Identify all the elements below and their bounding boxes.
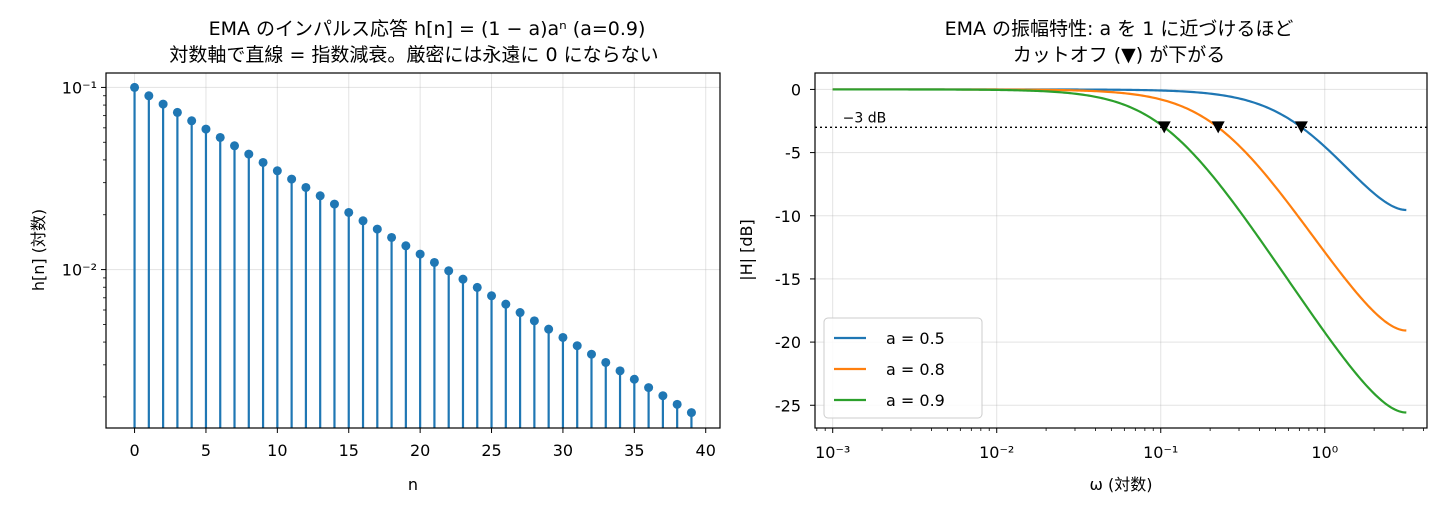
right-y-tick-label: -20 — [775, 333, 801, 352]
right-x-tick-label: 10⁻² — [979, 443, 1014, 462]
left-x-tick-label: 0 — [129, 441, 139, 460]
left-grid — [106, 73, 720, 428]
stem-marker — [272, 166, 282, 176]
stem-marker — [572, 341, 582, 351]
left-title-line2: 対数軸で直線 = 指数減衰。厳密には永遠に 0 にならない — [169, 44, 658, 66]
stem-marker — [158, 99, 168, 109]
stem-marker — [372, 224, 382, 234]
right-y-tick-label: -15 — [775, 270, 801, 289]
stem-marker — [401, 241, 411, 251]
cutoff-marker — [1157, 121, 1171, 134]
impulse-stems — [130, 82, 696, 428]
stem-marker — [501, 299, 511, 309]
left-y-tick-label: 10⁻² — [62, 261, 97, 280]
stem-marker — [144, 91, 154, 101]
left-x-tick-label: 35 — [624, 441, 644, 460]
stem-marker — [201, 124, 211, 134]
minus-3db-label: −3 dB — [843, 110, 887, 126]
stem-marker — [629, 374, 639, 384]
right-axes-frame — [814, 72, 1428, 429]
legend-label: a = 0.5 — [886, 329, 945, 348]
left-x-tick-label: 30 — [553, 441, 573, 460]
magnitude-curve — [832, 88, 1407, 332]
minus-3db-reference: −3 dB — [815, 110, 1427, 128]
right-title-line2: カットオフ (▼) が下がる — [1013, 44, 1226, 66]
legend-label: a = 0.9 — [886, 391, 945, 410]
left-x-axis-label: n — [408, 475, 418, 494]
stem-marker — [315, 191, 325, 201]
stem-marker — [529, 316, 539, 326]
left-x-tick-label: 15 — [339, 441, 359, 460]
legend-label: a = 0.8 — [886, 360, 945, 379]
right-y-ticks: 0 -5 -10 -15 -20 -25 — [775, 80, 815, 415]
stem-marker — [230, 141, 240, 151]
left-x-ticks: 0 5 10 15 20 25 30 35 40 — [129, 428, 716, 460]
stem-marker — [187, 116, 197, 126]
stem-marker — [329, 199, 339, 209]
legend: a = 0.5 a = 0.8 a = 0.9 — [823, 317, 983, 419]
stem-marker — [487, 291, 497, 301]
stem-marker — [615, 366, 625, 376]
right-y-axis-label: |H| [dB] — [737, 219, 756, 281]
stem-marker — [358, 216, 368, 226]
stem-marker — [544, 324, 554, 334]
cutoff-markers — [1157, 121, 1308, 134]
left-x-tick-label: 25 — [481, 441, 501, 460]
right-x-ticks: 10⁻³ 10⁻² 10⁻¹ 10⁰ — [815, 428, 1424, 462]
stem-marker — [244, 149, 254, 159]
cutoff-marker — [1294, 121, 1308, 134]
stem-marker — [444, 266, 454, 276]
magnitude-response-panel: EMA の振幅特性: a を 1 に近づけるほど カットオフ (▼) が下がる … — [737, 18, 1428, 494]
right-x-tick-label: 10⁰ — [1311, 443, 1338, 462]
right-x-tick-label: 10⁻³ — [815, 443, 850, 462]
stem-marker — [215, 132, 225, 142]
stem-marker — [258, 157, 268, 167]
right-x-axis-label: ω (対数) — [1090, 475, 1153, 494]
stem-marker — [130, 82, 140, 92]
stem-marker — [415, 249, 425, 259]
left-y-tick-label: 10⁻¹ — [62, 78, 97, 97]
right-title-line1: EMA の振幅特性: a を 1 に近づけるほど — [945, 18, 1294, 40]
stem-marker — [586, 349, 596, 359]
right-y-tick-label: -10 — [775, 207, 801, 226]
stem-marker — [387, 232, 397, 242]
magnitude-curve — [832, 88, 1407, 414]
stem-marker — [429, 257, 439, 267]
stem-marker — [458, 274, 468, 284]
stem-marker — [287, 174, 297, 184]
stem-marker — [601, 357, 611, 367]
stem-marker — [644, 383, 654, 393]
left-x-tick-label: 5 — [201, 441, 211, 460]
left-axes-frame — [105, 72, 721, 429]
stem-marker — [672, 399, 682, 409]
stem-marker — [558, 332, 568, 342]
right-y-tick-label: 0 — [791, 80, 801, 99]
left-y-axis-label: h[n] (対数) — [29, 209, 48, 291]
stem-marker — [472, 282, 482, 292]
legend-box — [823, 317, 983, 419]
stem-marker — [301, 182, 311, 192]
magnitude-curves — [832, 88, 1407, 414]
stem-marker — [172, 107, 182, 117]
impulse-response-panel: EMA のインパルス応答 h[n] = (1 − a)aⁿ (a=0.9) 対数… — [29, 18, 721, 494]
stem-marker — [344, 207, 354, 217]
right-x-tick-label: 10⁻¹ — [1143, 443, 1178, 462]
right-y-tick-label: -5 — [785, 144, 801, 163]
left-x-tick-label: 20 — [410, 441, 430, 460]
left-x-tick-label: 40 — [696, 441, 716, 460]
stem-marker — [686, 408, 696, 418]
cutoff-marker — [1211, 121, 1225, 134]
right-y-tick-label: -25 — [775, 396, 801, 415]
magnitude-curve — [832, 88, 1407, 212]
left-y-ticks: 10⁻¹ 10⁻² — [62, 78, 106, 398]
left-x-tick-label: 10 — [267, 441, 287, 460]
stem-marker — [515, 308, 525, 318]
stem-marker — [658, 391, 668, 401]
left-title-line1: EMA のインパルス応答 h[n] = (1 − a)aⁿ (a=0.9) — [209, 18, 646, 40]
